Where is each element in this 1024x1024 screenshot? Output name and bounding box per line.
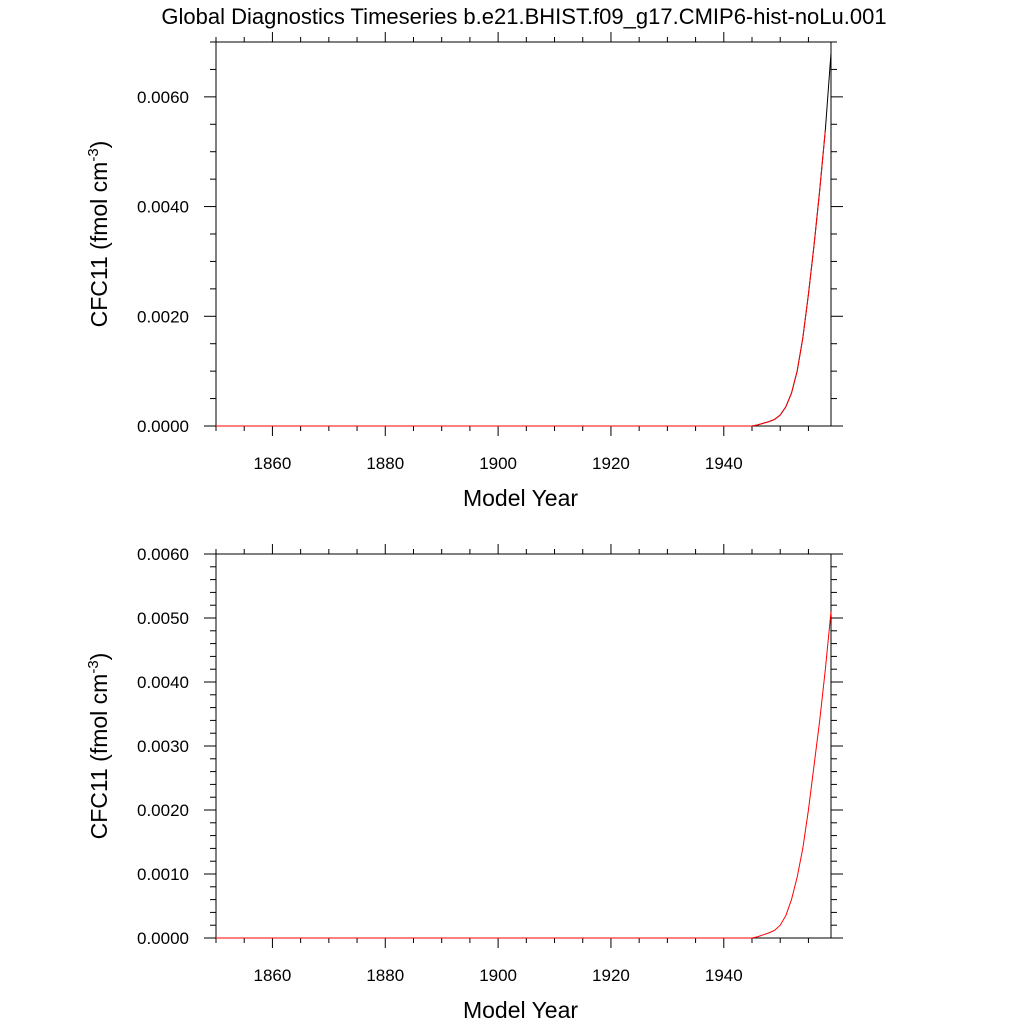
x-tick-label: 1920	[592, 966, 630, 985]
x-tick-label: 1860	[254, 454, 292, 473]
y-tick-label: 0.0030	[137, 737, 189, 756]
y-tick-label: 0.0060	[137, 545, 189, 564]
y-tick-label: 0.0010	[137, 865, 189, 884]
series-line-1	[216, 129, 826, 427]
x-tick-label: 1880	[366, 454, 404, 473]
y-axis-label: CFC11 (fmol cm-3)	[85, 653, 112, 840]
y-axis-label: CFC11 (fmol cm-3)	[85, 141, 112, 328]
plot-frame	[215, 41, 832, 427]
y-tick-label: 0.0020	[137, 801, 189, 820]
y-tick-label: 0.0020	[137, 307, 189, 326]
y-tick-label: 0.0050	[137, 609, 189, 628]
x-tick-label: 1940	[705, 454, 743, 473]
y-tick-label: 0.0000	[137, 929, 189, 948]
x-tick-label: 1900	[479, 966, 517, 985]
x-tick-label: 1920	[592, 454, 630, 473]
chart-title: Global Diagnostics Timeseries b.e21.BHIS…	[161, 4, 886, 29]
x-axis-label: Model Year	[463, 997, 578, 1023]
series-line-0	[216, 52, 832, 427]
y-tick-label: 0.0060	[137, 88, 189, 107]
x-tick-label: 1880	[366, 966, 404, 985]
panel-bottom: 1860 1880 1900 1920 1940 0.0000 0.0010 0.0020 0.…	[85, 544, 843, 1023]
x-axis-label: Model Year	[463, 485, 578, 511]
series-line-0	[216, 611, 832, 939]
y-tick-label: 0.0040	[137, 673, 189, 692]
panel-top: 1860 1880 1900 1920 1940 0.0000 0.0020 0.0040 0.…	[85, 32, 843, 511]
x-tick-label: 1940	[705, 966, 743, 985]
x-tick-label: 1860	[254, 966, 292, 985]
plot-frame	[215, 553, 832, 939]
y-tick-label: 0.0000	[137, 417, 189, 436]
y-tick-label: 0.0040	[137, 198, 189, 217]
x-tick-label: 1900	[479, 454, 517, 473]
